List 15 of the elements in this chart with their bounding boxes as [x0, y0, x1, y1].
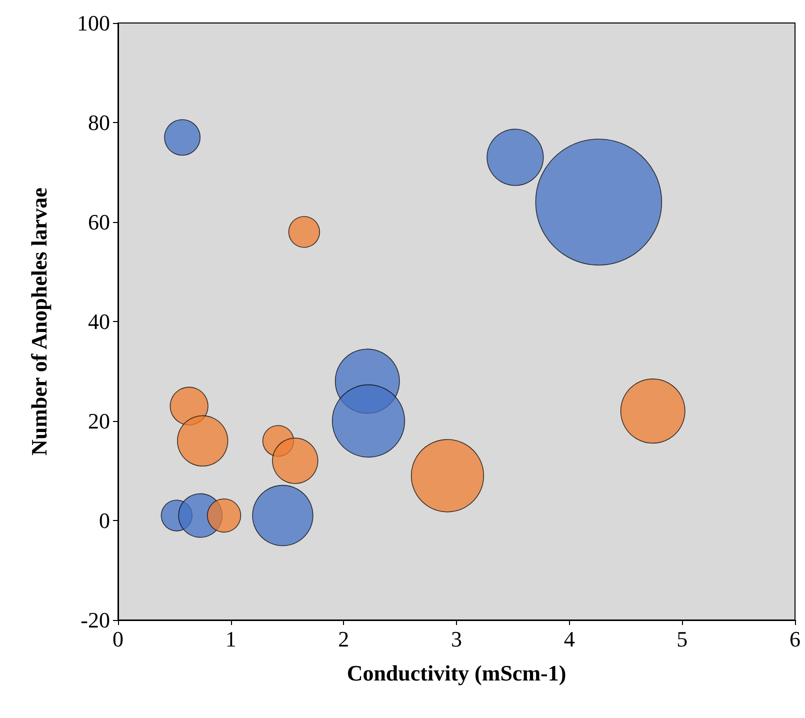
y-tick-label: 40: [88, 309, 110, 334]
y-tick-label: 60: [88, 210, 110, 234]
x-tick-label: 5: [676, 626, 688, 652]
x-tick-label: 3: [451, 626, 462, 652]
x-tick-label: 2: [338, 626, 350, 652]
y-tick-label: -20: [80, 608, 110, 632]
x-tick-label: 1: [225, 626, 236, 652]
x-axis-title: Conductivity (mScm-1): [346, 660, 566, 686]
y-tick-label: 80: [88, 110, 110, 135]
y-axis-title: Number of Anopheles larvae: [26, 187, 52, 456]
x-tick-label: 6: [790, 626, 800, 652]
y-tick-label: 20: [88, 408, 110, 434]
y-tick-label: 100: [77, 10, 110, 36]
x-tick-label: 4: [564, 626, 575, 652]
y-tick-label: 0: [99, 508, 110, 533]
